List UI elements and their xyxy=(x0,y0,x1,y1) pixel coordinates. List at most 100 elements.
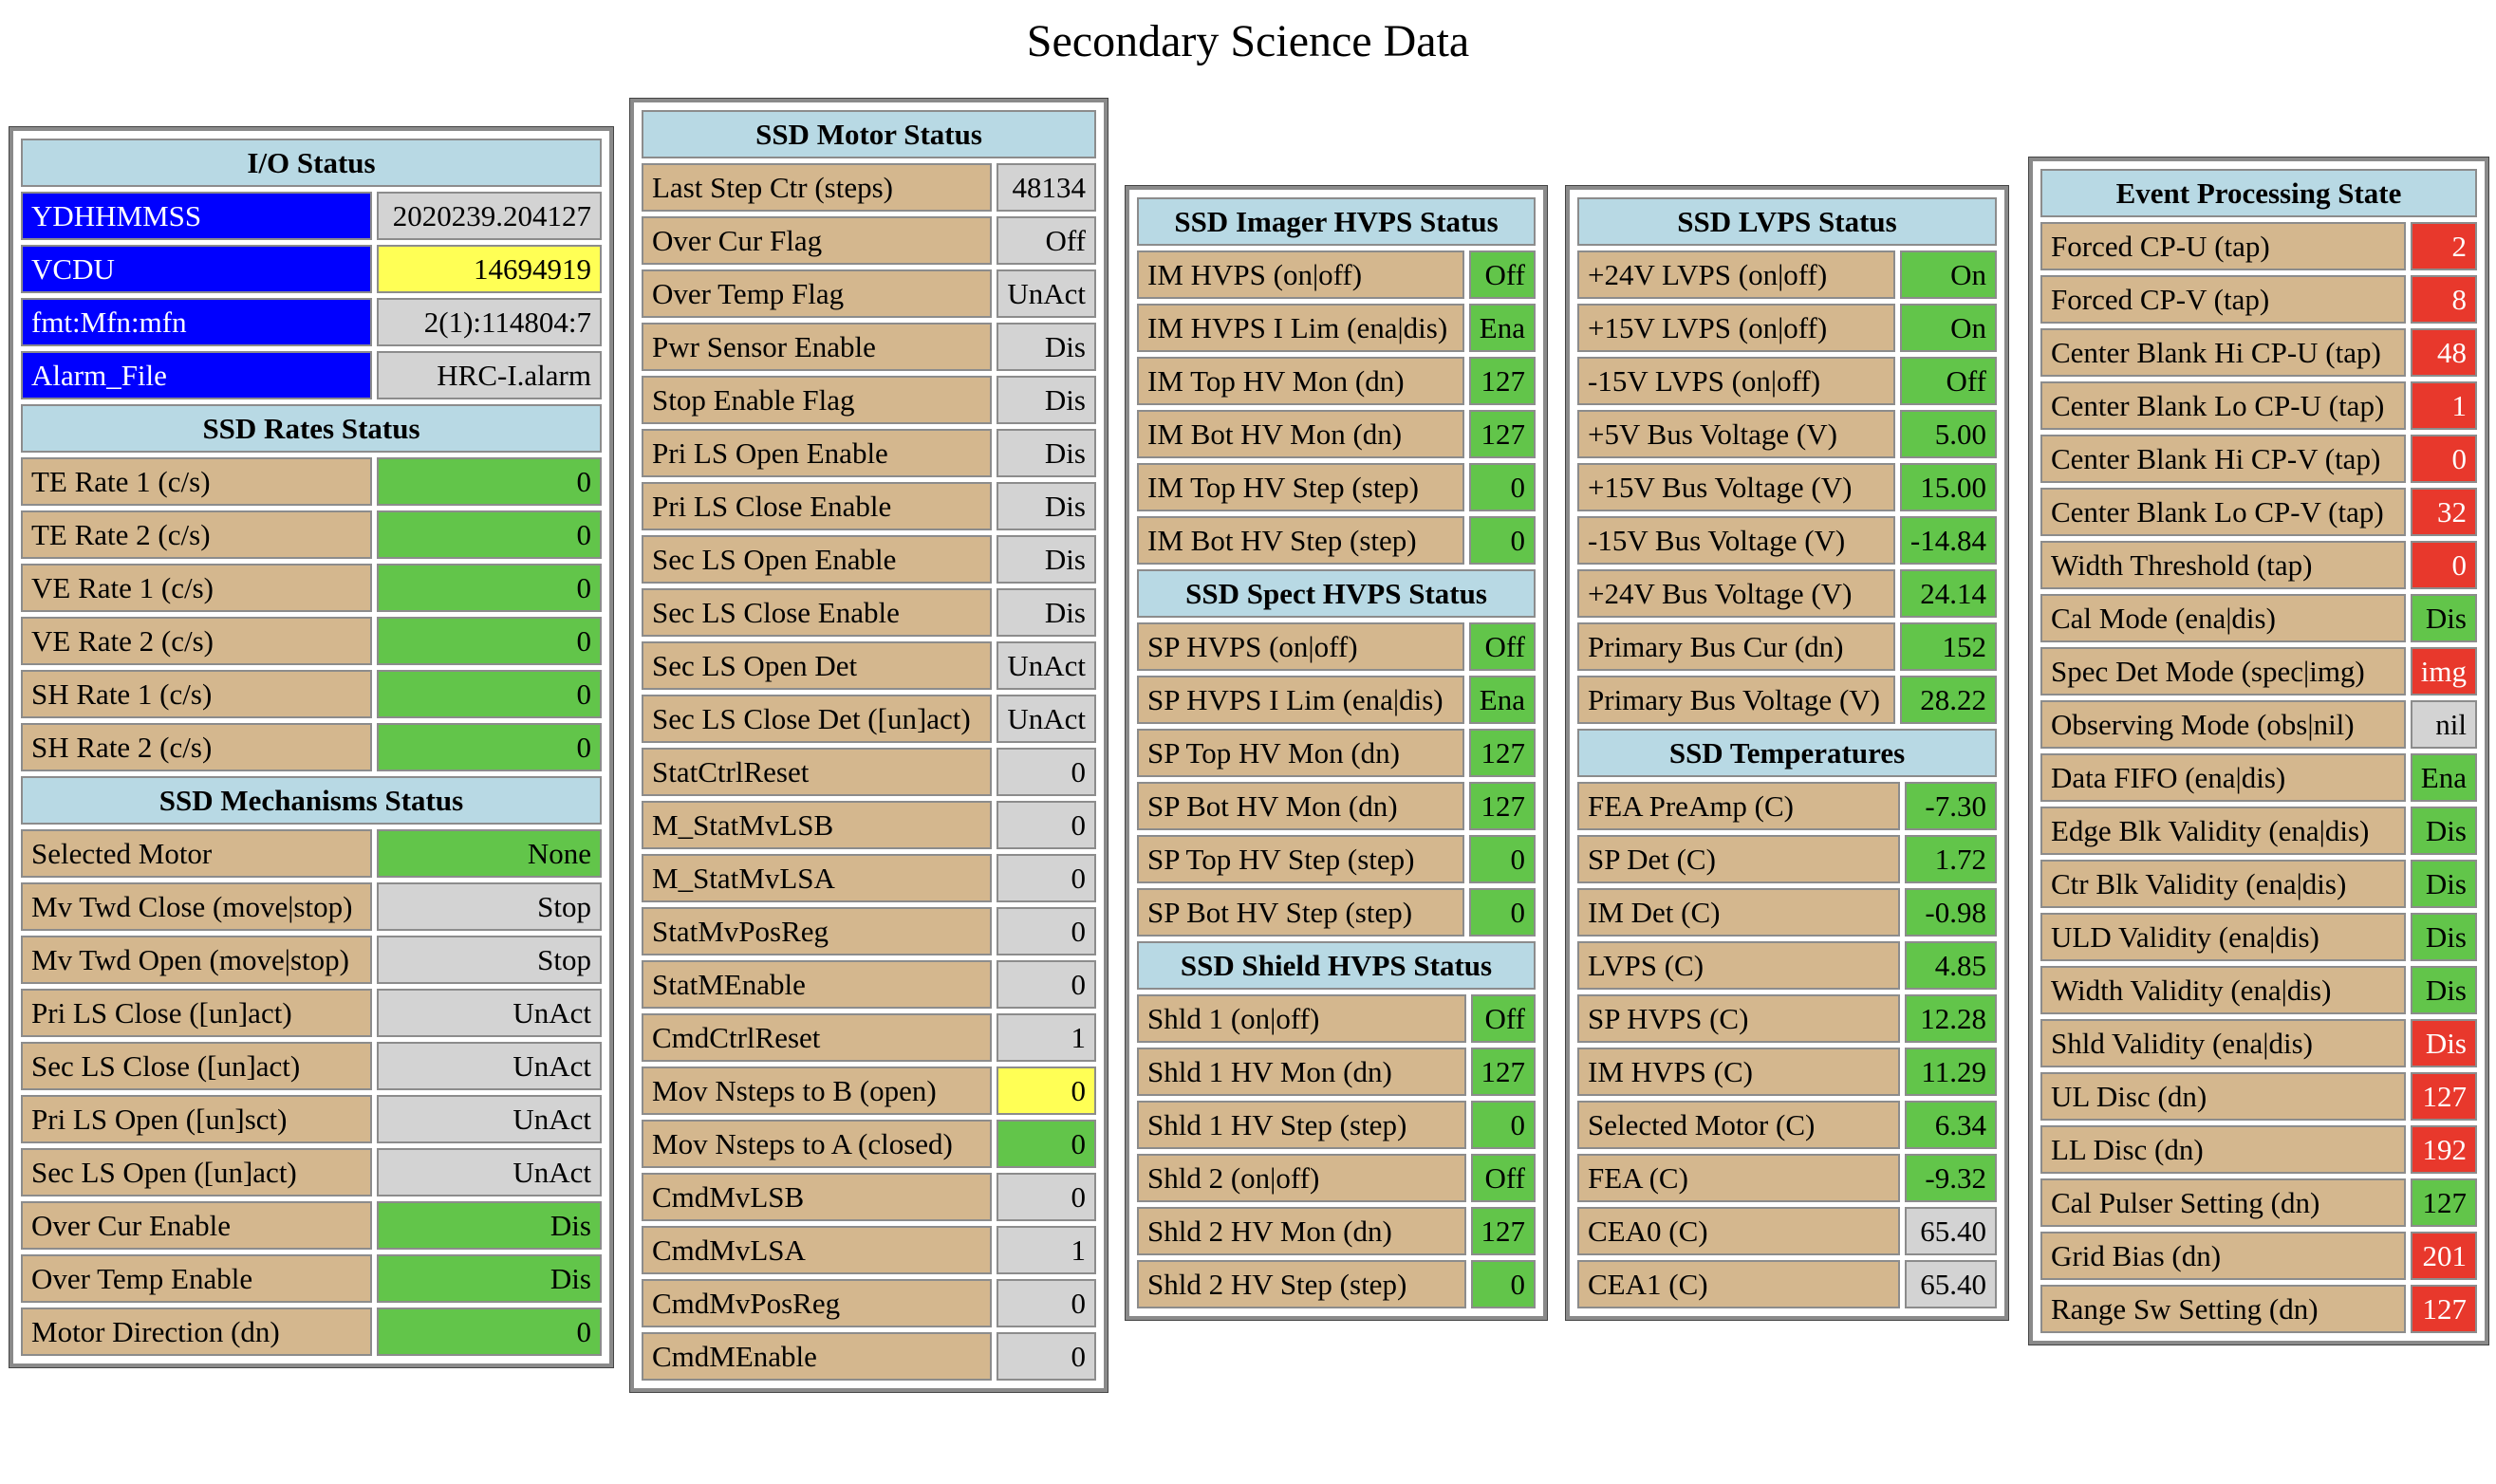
io-status-table: I/O Status YDHHMMSS 2020239.204127 VCDU 146… xyxy=(16,134,606,404)
row-label: StatMvPosReg xyxy=(642,907,993,955)
row-value: Dis xyxy=(377,1201,602,1250)
row-value: 0 xyxy=(997,748,1096,796)
row-value: 1.72 xyxy=(1905,835,1997,883)
row-label: Sec LS Open Det xyxy=(642,641,993,690)
row-value: Off xyxy=(997,216,1096,265)
row-label: Shld 1 (on|off) xyxy=(1137,994,1466,1043)
event-processing-row: Ctr Blk Validity (ena|dis) Dis xyxy=(2040,860,2477,908)
imager-hvps-row: IM HVPS I Lim (ena|dis) Ena xyxy=(1137,304,1536,352)
row-value: Off xyxy=(1468,250,1536,299)
row-label: IM Bot HV Step (step) xyxy=(1137,516,1464,565)
event-processing-row: Width Threshold (tap) 0 xyxy=(2040,541,2477,589)
row-value: None xyxy=(377,829,602,878)
row-value: 127 xyxy=(1468,357,1536,405)
row-value: Dis xyxy=(997,429,1096,477)
event-processing-row: Shld Validity (ena|dis) Dis xyxy=(2040,1019,2477,1067)
row-label: Pwr Sensor Enable xyxy=(642,323,993,371)
row-value: 0 xyxy=(377,1308,602,1356)
row-label: FEA PreAmp (C) xyxy=(1577,782,1900,830)
row-value: 0 xyxy=(377,617,602,665)
row-label: M_StatMvLSA xyxy=(642,854,993,902)
motor-status-row: StatMEnable 0 xyxy=(642,960,1096,1009)
motor-status-row: CmdMEnable 0 xyxy=(642,1332,1096,1381)
row-label: Sec LS Close ([un]act) xyxy=(21,1042,372,1090)
row-label: Center Blank Lo CP-U (tap) xyxy=(2040,381,2406,430)
event-processing-row: Center Blank Lo CP-U (tap) 1 xyxy=(2040,381,2477,430)
row-value: 127 xyxy=(2410,1285,2477,1333)
temperatures-row: CEA1 (C) 65.40 xyxy=(1577,1260,1997,1308)
row-value: nil xyxy=(2410,700,2477,749)
mechanisms-status-row: Selected Motor None xyxy=(21,829,602,878)
row-value: UnAct xyxy=(377,1095,602,1143)
event-processing-row: ULD Validity (ena|dis) Dis xyxy=(2040,913,2477,961)
io-status-row: Alarm_File HRC-I.alarm xyxy=(21,351,602,399)
row-label: SP HVPS (C) xyxy=(1577,994,1900,1043)
row-label: CmdCtrlReset xyxy=(642,1013,993,1062)
row-value: Stop xyxy=(377,882,602,931)
spect-hvps-row: SP Bot HV Mon (dn) 127 xyxy=(1137,782,1536,830)
lvps-status-row: +15V Bus Voltage (V) 15.00 xyxy=(1577,463,1997,511)
temperatures-table: SSD Temperatures FEA PreAmp (C) -7.30 SP D… xyxy=(1573,724,2002,1313)
row-value: Off xyxy=(1470,994,1536,1043)
row-label: +15V Bus Voltage (V) xyxy=(1577,463,1895,511)
row-label: Over Temp Flag xyxy=(642,269,993,318)
row-label: SH Rate 2 (c/s) xyxy=(21,723,372,771)
row-value: UnAct xyxy=(997,641,1096,690)
row-value: 0 xyxy=(997,1173,1096,1221)
shield-hvps-row: Shld 1 (on|off) Off xyxy=(1137,994,1536,1043)
row-value: 0 xyxy=(997,907,1096,955)
io-status-row: VCDU 14694919 xyxy=(21,245,602,293)
row-value: 14694919 xyxy=(377,245,602,293)
motor-status-row: CmdMvLSA 1 xyxy=(642,1226,1096,1274)
row-value: 0 xyxy=(997,854,1096,902)
row-value: Ena xyxy=(1468,304,1536,352)
row-label: Sec LS Open Enable xyxy=(642,535,993,584)
spect-hvps-row: SP Top HV Mon (dn) 127 xyxy=(1137,729,1536,777)
row-value: 152 xyxy=(1899,622,1997,671)
temperatures-row: SP Det (C) 1.72 xyxy=(1577,835,1997,883)
imager-hvps-row: IM HVPS (on|off) Off xyxy=(1137,250,1536,299)
row-value: 32 xyxy=(2410,488,2477,536)
lvps-status-table: SSD LVPS Status +24V LVPS (on|off) On +15V… xyxy=(1573,193,2002,729)
row-label: -15V Bus Voltage (V) xyxy=(1577,516,1895,565)
motor-status-row: Last Step Ctr (steps) 48134 xyxy=(642,163,1096,212)
row-label: IM Bot HV Mon (dn) xyxy=(1137,410,1464,458)
motor-status-header: SSD Motor Status xyxy=(642,110,1096,158)
row-value: 201 xyxy=(2410,1232,2477,1280)
rates-status-header: SSD Rates Status xyxy=(21,404,602,453)
row-value: 0 xyxy=(1470,1101,1536,1149)
event-processing-row: Cal Pulser Setting (dn) 127 xyxy=(2040,1178,2477,1227)
temperatures-row: IM HVPS (C) 11.29 xyxy=(1577,1048,1997,1096)
lvps-status-row: -15V Bus Voltage (V) -14.84 xyxy=(1577,516,1997,565)
row-label: CmdMEnable xyxy=(642,1332,993,1381)
imager-hvps-row: IM Top HV Step (step) 0 xyxy=(1137,463,1536,511)
panel-col-4: SSD LVPS Status +24V LVPS (on|off) On +15V… xyxy=(1565,185,2009,1321)
row-value: Dis xyxy=(377,1254,602,1303)
row-label: Motor Direction (dn) xyxy=(21,1308,372,1356)
mechanisms-status-row: Pri LS Close ([un]act) UnAct xyxy=(21,989,602,1037)
event-processing-row: Observing Mode (obs|nil) nil xyxy=(2040,700,2477,749)
row-value: 192 xyxy=(2410,1125,2477,1174)
row-label: Range Sw Setting (dn) xyxy=(2040,1285,2406,1333)
rates-status-row: TE Rate 2 (c/s) 0 xyxy=(21,510,602,559)
row-value: -7.30 xyxy=(1905,782,1997,830)
row-value: UnAct xyxy=(997,269,1096,318)
row-label: TE Rate 1 (c/s) xyxy=(21,457,372,506)
temperatures-header: SSD Temperatures xyxy=(1577,729,1997,777)
row-value: 65.40 xyxy=(1905,1207,1997,1255)
row-label: IM Top HV Mon (dn) xyxy=(1137,357,1464,405)
event-processing-header: Event Processing State xyxy=(2040,169,2477,217)
row-value: 2 xyxy=(2410,222,2477,270)
row-label: Grid Bias (dn) xyxy=(2040,1232,2406,1280)
row-label: CmdMvLSA xyxy=(642,1226,993,1274)
row-value: 127 xyxy=(1468,410,1536,458)
row-value: Dis xyxy=(2410,913,2477,961)
io-status-row: fmt:Mfn:mfn 2(1):114804:7 xyxy=(21,298,602,346)
shield-hvps-row: Shld 2 HV Step (step) 0 xyxy=(1137,1260,1536,1308)
row-value: 1 xyxy=(2410,381,2477,430)
rates-status-row: VE Rate 2 (c/s) 0 xyxy=(21,617,602,665)
row-label: YDHHMMSS xyxy=(21,192,372,240)
row-label: IM Det (C) xyxy=(1577,888,1900,937)
motor-status-row: Sec LS Open Enable Dis xyxy=(642,535,1096,584)
imager-hvps-row: IM Bot HV Mon (dn) 127 xyxy=(1137,410,1536,458)
